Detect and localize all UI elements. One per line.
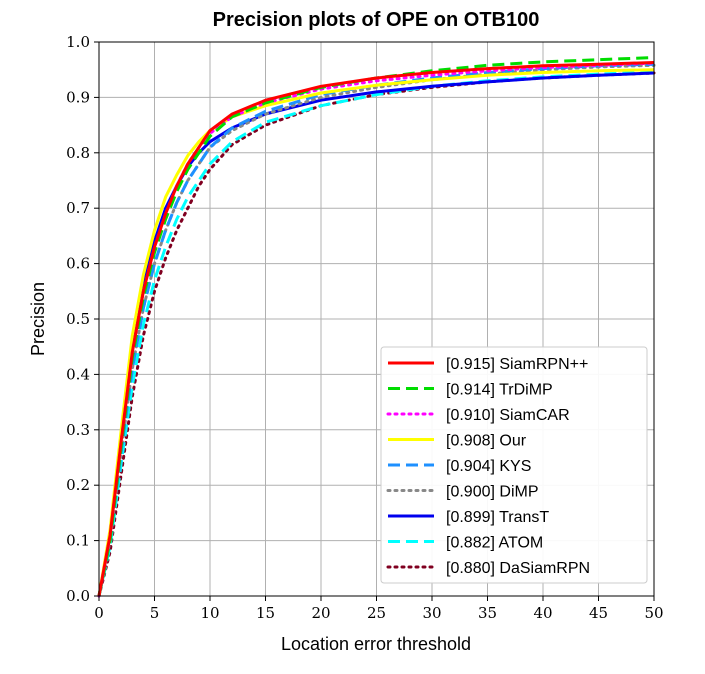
legend: [0.915] SiamRPN++[0.914] TrDiMP[0.910] S… [380,346,648,584]
legend-entry-kys: [0.904] KYS [446,458,531,475]
series-line-trdimp [97,56,655,597]
x-tick-label: 50 [644,604,663,622]
legend-label: DaSiamRPN [495,560,590,577]
x-tick-label: 30 [422,604,441,622]
y-axis: 0.0 0.1 0.2 0.3 0.4 0.5 0.6 0.7 0.8 0.9 1.0 [66,33,99,605]
x-axis-label: Location error threshold [281,634,471,654]
legend-label: TransT [495,509,549,526]
legend-entry-dimp: [0.900] DiMP [446,484,539,501]
y-tick-label: 0.8 [66,144,90,162]
legend-score: [0.882] [446,535,495,552]
x-tick-label: 20 [311,604,330,622]
legend-box [380,346,648,584]
y-tick-label: 0.1 [66,532,90,550]
x-tick-label: 40 [533,604,552,622]
legend-entry-our: [0.908] Our [446,433,527,450]
legend-score: [0.899] [446,509,495,526]
y-tick-label: 0.3 [66,421,90,439]
legend-score: [0.900] [446,484,495,501]
legend-label: ATOM [495,535,543,552]
legend-label: DiMP [495,484,539,501]
y-tick-label: 0.2 [66,476,90,494]
legend-label: SiamRPN++ [495,356,588,373]
y-tick-label: 0.5 [66,310,90,328]
y-tick-label: 0.0 [66,587,90,605]
legend-score: [0.915] [446,356,495,373]
x-tick-label: 15 [256,604,275,622]
legend-score: [0.904] [446,458,495,475]
x-tick-label: 10 [200,604,219,622]
y-tick-label: 0.6 [66,255,90,273]
legend-label: TrDiMP [495,382,553,399]
x-tick-label: 25 [367,604,386,622]
legend-entry-transt: [0.899] TransT [446,509,549,526]
x-tick-label: 0 [94,604,104,622]
series-line-our [97,68,655,597]
y-axis-label: Precision [28,282,48,356]
legend-label: SiamCAR [495,407,570,424]
plot-area [97,56,656,598]
legend-score: [0.880] [446,560,495,577]
x-tick-label: 5 [150,604,160,622]
legend-entry-siamrpn-: [0.915] SiamRPN++ [446,356,588,373]
y-tick-label: 1.0 [66,33,90,51]
legend-label: Our [495,433,527,450]
legend-score: [0.914] [446,382,495,399]
x-axis: 0 5 10 15 20 25 30 35 40 45 50 [94,596,664,622]
x-tick-label: 35 [478,604,497,622]
series-line-kys [97,62,655,597]
series-line-siamrpn- [97,61,655,597]
series-line-atom [97,70,655,597]
legend-entry-atom: [0.882] ATOM [446,535,543,552]
y-tick-label: 0.9 [66,88,90,106]
legend-entry-trdimp: [0.914] TrDiMP [446,382,553,399]
y-tick-label: 0.7 [66,199,90,217]
y-tick-label: 0.4 [66,365,90,383]
legend-label: KYS [495,458,531,475]
legend-entry-siamcar: [0.910] SiamCAR [446,407,570,424]
x-tick-label: 45 [589,604,608,622]
legend-score: [0.910] [446,407,495,424]
chart-title: Precision plots of OPE on OTB100 [213,9,540,31]
legend-entry-dasiamrpn: [0.880] DaSiamRPN [446,560,590,577]
legend-score: [0.908] [446,433,495,450]
